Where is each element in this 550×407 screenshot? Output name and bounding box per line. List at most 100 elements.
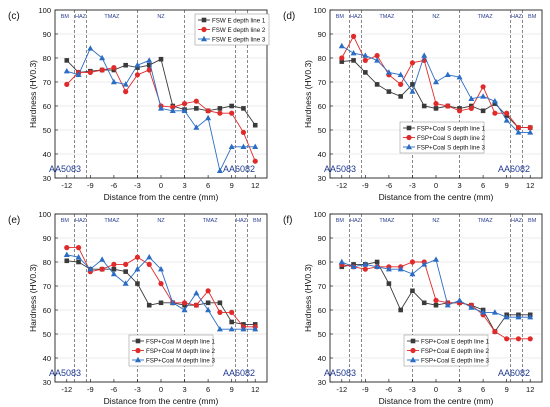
x-tick-label: 9 bbox=[505, 385, 509, 394]
legend-label: FSP+Coal M depth line 2 bbox=[146, 348, 216, 355]
data-point bbox=[252, 158, 258, 164]
y-tick-label: 30 bbox=[318, 174, 326, 183]
data-point bbox=[240, 143, 247, 149]
data-point bbox=[193, 98, 199, 104]
material-label-right: AA6082 bbox=[223, 368, 255, 378]
x-tick-label: 12 bbox=[251, 181, 259, 190]
data-point bbox=[433, 302, 439, 308]
data-point bbox=[468, 95, 475, 101]
zone-label: HAZ bbox=[236, 218, 248, 224]
data-point bbox=[350, 33, 357, 40]
y-tick-label: 40 bbox=[43, 354, 51, 363]
data-point bbox=[491, 309, 498, 315]
data-point bbox=[363, 70, 368, 75]
x-tick-label: 3 bbox=[457, 385, 461, 394]
material-label-left: AA5083 bbox=[49, 164, 81, 174]
data-point bbox=[409, 60, 416, 66]
legend-label: FSP+Coal E depth line 1 bbox=[421, 338, 489, 345]
data-point bbox=[228, 326, 235, 332]
panel-label: (c) bbox=[8, 11, 20, 22]
x-axis-title: Distance from the centre (mm) bbox=[104, 192, 219, 202]
data-point bbox=[123, 269, 128, 274]
data-point bbox=[228, 143, 235, 149]
data-point bbox=[351, 58, 356, 63]
material-label-left: AA5083 bbox=[324, 368, 356, 378]
data-point bbox=[456, 297, 463, 303]
data-point bbox=[64, 258, 70, 264]
data-point bbox=[217, 309, 223, 315]
y-axis-title: Hardness (HV0.3) bbox=[28, 264, 38, 332]
x-tick-label: -9 bbox=[87, 385, 94, 394]
x-tick-label: 6 bbox=[481, 181, 485, 190]
data-point bbox=[87, 69, 93, 75]
legend-marker bbox=[410, 338, 416, 344]
x-tick-label: 9 bbox=[505, 181, 509, 190]
x-tick-label: 0 bbox=[159, 385, 163, 394]
data-point bbox=[374, 259, 380, 265]
data-point bbox=[492, 329, 498, 335]
data-point bbox=[122, 81, 129, 87]
material-label-right: AA6082 bbox=[498, 368, 530, 378]
data-point bbox=[503, 117, 510, 123]
data-point bbox=[205, 288, 211, 294]
data-point bbox=[194, 106, 199, 111]
material-label-right: AA6082 bbox=[498, 164, 530, 174]
data-point bbox=[350, 50, 357, 56]
x-tick-label: -3 bbox=[409, 181, 416, 190]
zone-label: TMAZ bbox=[478, 14, 494, 20]
y-tick-label: 80 bbox=[43, 258, 51, 267]
y-axis-title: Hardness (HV0.3) bbox=[303, 60, 313, 128]
data-point bbox=[409, 270, 416, 277]
data-point bbox=[169, 299, 176, 305]
data-point bbox=[123, 89, 129, 95]
data-point bbox=[398, 307, 403, 313]
data-point bbox=[111, 261, 117, 267]
y-tick-label: 100 bbox=[313, 6, 326, 15]
x-tick-label: 0 bbox=[434, 385, 438, 394]
legend-marker bbox=[201, 26, 207, 33]
data-point bbox=[63, 68, 70, 74]
data-point bbox=[480, 84, 486, 90]
zone-label: HAZ bbox=[511, 14, 523, 20]
zone-label: BM bbox=[528, 14, 537, 20]
data-point bbox=[421, 300, 427, 306]
y-tick-label: 70 bbox=[43, 78, 51, 87]
data-point bbox=[515, 125, 522, 131]
data-point bbox=[385, 69, 392, 75]
x-tick-label: 12 bbox=[526, 181, 534, 190]
data-point bbox=[64, 245, 70, 251]
data-point bbox=[515, 314, 522, 320]
data-point bbox=[433, 78, 439, 85]
legend: FSW E depth line 1 FSW E depth line 2 FSW … bbox=[194, 13, 270, 46]
y-tick-label: 60 bbox=[318, 306, 326, 315]
zone-label: BM bbox=[336, 14, 345, 20]
x-tick-label: 6 bbox=[481, 385, 485, 394]
x-tick-label: 6 bbox=[206, 181, 210, 190]
data-point bbox=[374, 263, 381, 269]
y-tick-label: 30 bbox=[43, 174, 51, 183]
y-tick-label: 90 bbox=[318, 234, 326, 243]
y-tick-label: 40 bbox=[318, 354, 326, 363]
zone-label: TMAZ bbox=[379, 218, 395, 224]
data-point bbox=[398, 81, 404, 87]
data-point bbox=[433, 297, 439, 303]
data-point bbox=[241, 106, 246, 111]
data-point bbox=[181, 101, 188, 107]
x-tick-label: 0 bbox=[159, 181, 163, 190]
legend-marker bbox=[135, 338, 141, 344]
data-point bbox=[480, 309, 487, 315]
x-tick-label: 9 bbox=[230, 385, 234, 394]
zone-label: BM bbox=[528, 218, 537, 224]
zone-label: HAZ bbox=[350, 14, 362, 20]
legend: FSP+Coal M depth line 1 FSP+Coal M depth … bbox=[128, 334, 216, 367]
data-point bbox=[527, 336, 533, 342]
x-tick-label: -12 bbox=[336, 385, 347, 394]
x-tick-label: 12 bbox=[526, 385, 534, 394]
x-tick-label: -6 bbox=[111, 181, 118, 190]
zone-label: NZ bbox=[432, 218, 440, 224]
y-tick-label: 80 bbox=[318, 258, 326, 267]
data-point bbox=[99, 54, 106, 61]
y-tick-label: 60 bbox=[43, 306, 51, 315]
legend-label: FSP+Coal M depth line 3 bbox=[146, 357, 216, 364]
panel-4: BM HAZ TMAZ NZ TMAZ HAZ BM30405060708090100-12… bbox=[283, 210, 543, 406]
